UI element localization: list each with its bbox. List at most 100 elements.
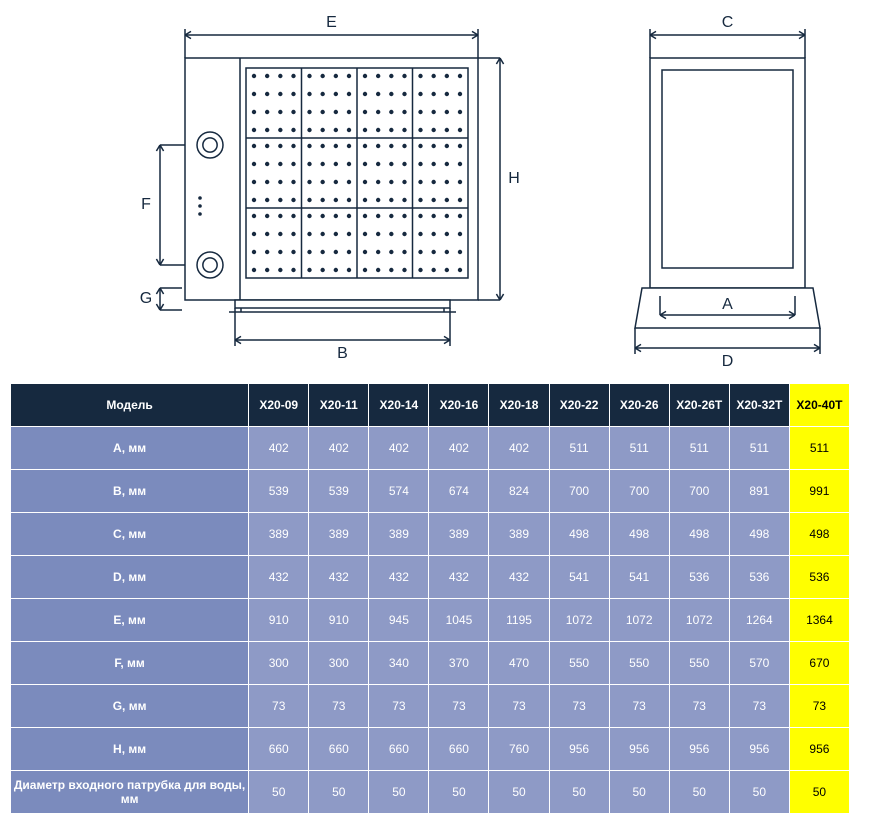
data-cell: 389 xyxy=(369,513,429,556)
data-cell: 73 xyxy=(609,685,669,728)
data-cell: 760 xyxy=(489,728,549,771)
col-header: X20-26 xyxy=(609,384,669,427)
table-row: A, мм402402402402402511511511511511 xyxy=(11,427,850,470)
data-cell: 670 xyxy=(789,642,849,685)
data-cell: 511 xyxy=(669,427,729,470)
data-cell: 1072 xyxy=(609,599,669,642)
col-header-highlight: X20-40T xyxy=(789,384,849,427)
data-cell: 432 xyxy=(369,556,429,599)
data-cell: 73 xyxy=(249,685,309,728)
data-cell: 539 xyxy=(309,470,369,513)
col-header: X20-14 xyxy=(369,384,429,427)
data-cell: 910 xyxy=(309,599,369,642)
data-cell: 824 xyxy=(489,470,549,513)
row-header: B, мм xyxy=(11,470,249,513)
svg-text:F: F xyxy=(141,196,151,213)
data-cell: 956 xyxy=(669,728,729,771)
data-cell: 956 xyxy=(789,728,849,771)
table-row: G, мм73737373737373737373 xyxy=(11,685,850,728)
data-cell: 1072 xyxy=(549,599,609,642)
data-cell: 574 xyxy=(369,470,429,513)
data-cell: 50 xyxy=(489,771,549,814)
data-cell: 498 xyxy=(669,513,729,556)
data-cell: 498 xyxy=(729,513,789,556)
table-row: H, мм660660660660760956956956956956 xyxy=(11,728,850,771)
data-cell: 50 xyxy=(249,771,309,814)
data-cell: 389 xyxy=(249,513,309,556)
row-header: E, мм xyxy=(11,599,249,642)
svg-text:C: C xyxy=(722,14,734,31)
svg-text:D: D xyxy=(722,353,734,370)
data-cell: 700 xyxy=(669,470,729,513)
data-cell: 50 xyxy=(789,771,849,814)
data-cell: 1264 xyxy=(729,599,789,642)
data-cell: 511 xyxy=(549,427,609,470)
data-cell: 550 xyxy=(609,642,669,685)
svg-text:H: H xyxy=(508,170,520,187)
data-cell: 432 xyxy=(249,556,309,599)
svg-text:G: G xyxy=(140,290,152,307)
col-header: X20-32T xyxy=(729,384,789,427)
data-cell: 73 xyxy=(309,685,369,728)
data-cell: 1364 xyxy=(789,599,849,642)
data-cell: 1072 xyxy=(669,599,729,642)
data-cell: 498 xyxy=(789,513,849,556)
col-header: X20-26T xyxy=(669,384,729,427)
svg-text:A: A xyxy=(722,296,733,313)
data-cell: 432 xyxy=(309,556,369,599)
data-cell: 674 xyxy=(429,470,489,513)
data-cell: 550 xyxy=(549,642,609,685)
row-header: A, мм xyxy=(11,427,249,470)
data-cell: 511 xyxy=(789,427,849,470)
data-cell: 402 xyxy=(309,427,369,470)
table-row: C, мм389389389389389498498498498498 xyxy=(11,513,850,556)
data-cell: 73 xyxy=(669,685,729,728)
data-cell: 73 xyxy=(549,685,609,728)
col-header: X20-22 xyxy=(549,384,609,427)
data-cell: 340 xyxy=(369,642,429,685)
data-cell: 536 xyxy=(729,556,789,599)
data-cell: 541 xyxy=(549,556,609,599)
col-header: X20-18 xyxy=(489,384,549,427)
data-cell: 402 xyxy=(429,427,489,470)
data-cell: 539 xyxy=(249,470,309,513)
svg-text:B: B xyxy=(337,345,348,362)
data-cell: 432 xyxy=(429,556,489,599)
col-header: X20-11 xyxy=(309,384,369,427)
row-header: C, мм xyxy=(11,513,249,556)
data-cell: 498 xyxy=(549,513,609,556)
data-cell: 536 xyxy=(669,556,729,599)
row-header: H, мм xyxy=(11,728,249,771)
data-cell: 891 xyxy=(729,470,789,513)
data-cell: 660 xyxy=(369,728,429,771)
data-cell: 511 xyxy=(729,427,789,470)
data-cell: 956 xyxy=(609,728,669,771)
data-cell: 660 xyxy=(309,728,369,771)
data-cell: 50 xyxy=(609,771,669,814)
table-row: Диаметр входного патрубка для воды, мм50… xyxy=(11,771,850,814)
data-cell: 73 xyxy=(369,685,429,728)
data-cell: 945 xyxy=(369,599,429,642)
table-row: E, мм91091094510451195107210721072126413… xyxy=(11,599,850,642)
data-cell: 389 xyxy=(489,513,549,556)
tech-diagram: E B H F G C A D xyxy=(10,10,872,375)
data-cell: 73 xyxy=(489,685,549,728)
data-cell: 402 xyxy=(369,427,429,470)
table-row: B, мм539539574674824700700700891991 xyxy=(11,470,850,513)
data-cell: 700 xyxy=(609,470,669,513)
svg-text:E: E xyxy=(326,14,337,31)
data-cell: 50 xyxy=(729,771,789,814)
row-header: D, мм xyxy=(11,556,249,599)
data-cell: 50 xyxy=(369,771,429,814)
data-cell: 991 xyxy=(789,470,849,513)
data-cell: 432 xyxy=(489,556,549,599)
data-cell: 73 xyxy=(789,685,849,728)
data-cell: 956 xyxy=(729,728,789,771)
data-cell: 402 xyxy=(489,427,549,470)
col-header-model: Модель xyxy=(11,384,249,427)
row-header: F, мм xyxy=(11,642,249,685)
data-cell: 1045 xyxy=(429,599,489,642)
specifications-table: МодельX20-09X20-11X20-14X20-16X20-18X20-… xyxy=(10,383,850,814)
data-cell: 541 xyxy=(609,556,669,599)
data-cell: 300 xyxy=(309,642,369,685)
